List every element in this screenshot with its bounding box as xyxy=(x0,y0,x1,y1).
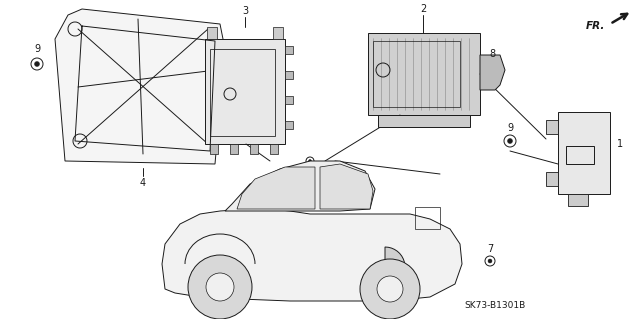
Circle shape xyxy=(98,31,102,35)
Text: 5: 5 xyxy=(355,232,361,242)
Bar xyxy=(205,39,285,144)
Polygon shape xyxy=(55,9,225,164)
Circle shape xyxy=(206,273,234,301)
Circle shape xyxy=(428,259,432,263)
Polygon shape xyxy=(320,164,373,209)
Bar xyxy=(378,115,470,127)
Circle shape xyxy=(308,160,312,162)
Text: 7: 7 xyxy=(427,244,433,254)
Text: 7: 7 xyxy=(487,244,493,254)
Polygon shape xyxy=(162,209,462,301)
Circle shape xyxy=(377,276,403,302)
Bar xyxy=(558,112,610,194)
Circle shape xyxy=(35,62,40,66)
Bar xyxy=(270,144,278,154)
Bar xyxy=(285,121,293,129)
Bar xyxy=(273,27,283,39)
Bar xyxy=(210,49,275,136)
Bar xyxy=(230,144,238,154)
Bar xyxy=(546,120,558,134)
Text: 3: 3 xyxy=(242,6,248,16)
Text: 8: 8 xyxy=(489,49,495,59)
Circle shape xyxy=(140,81,146,87)
Bar xyxy=(568,194,588,206)
Bar xyxy=(207,27,217,39)
Circle shape xyxy=(360,259,420,319)
Bar xyxy=(285,71,293,79)
Bar xyxy=(285,96,293,104)
Polygon shape xyxy=(385,247,405,287)
Circle shape xyxy=(356,245,360,249)
Bar xyxy=(210,144,218,154)
Text: 9: 9 xyxy=(34,44,40,54)
Polygon shape xyxy=(237,167,315,209)
Text: 1: 1 xyxy=(617,139,623,149)
Bar xyxy=(566,146,594,164)
Bar xyxy=(368,33,480,115)
Text: 6: 6 xyxy=(395,232,401,242)
Circle shape xyxy=(508,138,513,144)
Circle shape xyxy=(188,255,252,319)
Circle shape xyxy=(198,45,202,49)
Text: FR.: FR. xyxy=(586,21,605,31)
Bar xyxy=(285,46,293,54)
Circle shape xyxy=(490,64,495,70)
Bar xyxy=(250,144,258,154)
Circle shape xyxy=(129,143,131,145)
Bar xyxy=(373,41,460,107)
Text: 10: 10 xyxy=(352,278,364,288)
Polygon shape xyxy=(480,55,505,90)
Text: 4: 4 xyxy=(140,178,146,188)
Polygon shape xyxy=(225,161,375,211)
Text: 9: 9 xyxy=(507,123,513,133)
Bar xyxy=(415,207,440,229)
Text: 2: 2 xyxy=(420,4,426,14)
Circle shape xyxy=(228,130,232,133)
Bar xyxy=(546,172,558,186)
Circle shape xyxy=(488,259,492,263)
Text: SK73-B1301B: SK73-B1301B xyxy=(465,300,525,309)
